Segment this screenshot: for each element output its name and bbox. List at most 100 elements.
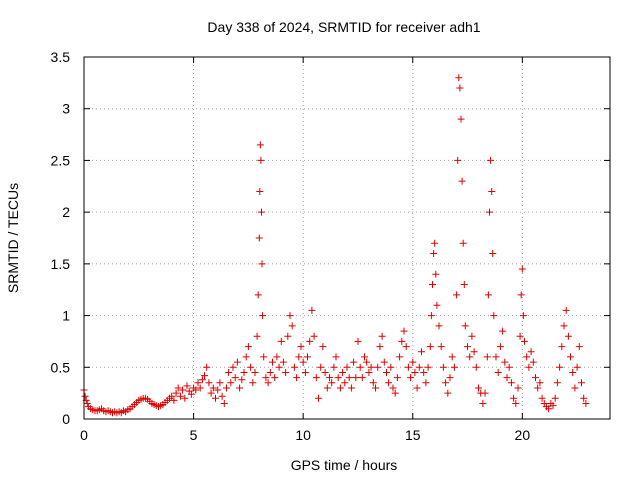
- data-point: [227, 379, 235, 387]
- data-point: [457, 115, 465, 123]
- data-point: [328, 379, 336, 387]
- data-point: [312, 374, 320, 382]
- x-tick-label: 5: [190, 427, 198, 443]
- data-point: [551, 394, 559, 402]
- data-point: [567, 353, 574, 361]
- data-point: [455, 74, 463, 82]
- y-axis-label: SRMTID / TECUs: [5, 183, 21, 293]
- data-point: [282, 369, 290, 376]
- data-point: [549, 402, 557, 410]
- x-axis-label: GPS time / hours: [291, 457, 398, 473]
- data-point: [407, 374, 415, 382]
- data-points: [80, 74, 590, 417]
- data-point: [304, 353, 311, 361]
- data-point: [192, 386, 200, 394]
- data-point: [409, 358, 417, 366]
- data-point: [345, 374, 353, 382]
- data-point: [277, 337, 285, 345]
- data-point: [214, 386, 222, 394]
- data-point: [487, 156, 495, 164]
- data-point: [183, 382, 191, 390]
- data-point: [578, 379, 585, 387]
- data-point: [354, 337, 362, 345]
- data-point: [512, 400, 520, 407]
- data-point: [251, 369, 259, 376]
- data-point: [358, 374, 366, 382]
- data-point: [534, 384, 542, 392]
- x-tick-label: 20: [515, 427, 531, 443]
- data-point: [430, 250, 438, 257]
- data-point: [341, 379, 349, 387]
- data-point: [258, 208, 265, 216]
- data-point: [580, 394, 588, 402]
- data-point: [181, 394, 189, 402]
- data-point: [168, 392, 176, 400]
- data-point: [427, 312, 435, 320]
- data-point: [571, 384, 579, 392]
- data-point: [479, 400, 487, 407]
- data-point: [466, 353, 474, 361]
- data-point: [194, 379, 202, 387]
- data-point: [223, 384, 230, 392]
- y-tick-label: 1: [62, 308, 70, 324]
- data-point: [378, 332, 386, 340]
- data-point: [330, 363, 338, 371]
- data-point: [297, 343, 305, 351]
- data-point: [517, 291, 525, 299]
- data-point: [343, 363, 351, 371]
- data-point: [273, 353, 281, 361]
- data-point: [229, 363, 237, 371]
- data-point: [483, 353, 491, 361]
- data-point: [260, 353, 268, 361]
- data-point: [391, 389, 399, 397]
- data-point: [437, 343, 445, 351]
- data-point: [279, 358, 287, 366]
- data-point: [376, 343, 384, 351]
- data-point: [418, 348, 425, 356]
- plot-frame: [83, 56, 611, 420]
- data-point: [562, 306, 570, 314]
- x-tick-label: 10: [295, 427, 311, 443]
- data-point: [301, 369, 309, 376]
- data-point: [492, 353, 500, 361]
- data-point: [361, 353, 368, 361]
- data-point: [514, 384, 522, 392]
- data-point: [431, 239, 439, 247]
- data-point: [429, 281, 436, 288]
- data-point: [420, 369, 428, 376]
- data-point: [510, 394, 518, 402]
- data-point: [470, 348, 478, 356]
- data-point: [238, 376, 246, 384]
- data-point: [81, 392, 89, 400]
- data-point: [323, 384, 331, 392]
- data-point: [501, 358, 509, 366]
- data-point: [426, 343, 434, 351]
- data-point: [442, 379, 450, 387]
- data-point: [286, 312, 294, 320]
- data-point: [256, 141, 264, 149]
- x-tick-labels: 0 5 10 15 20: [80, 427, 530, 443]
- data-point: [527, 348, 535, 356]
- data-point: [532, 374, 539, 382]
- y-tick-label: 2: [62, 204, 70, 220]
- data-point: [247, 363, 255, 371]
- data-point: [179, 386, 187, 394]
- data-point: [321, 369, 329, 376]
- data-point: [460, 281, 468, 288]
- data-point: [383, 369, 390, 376]
- data-point: [472, 363, 480, 371]
- data-point: [507, 379, 515, 387]
- data-point: [257, 156, 265, 164]
- data-point: [499, 327, 507, 335]
- data-point: [486, 208, 493, 216]
- data-point: [396, 353, 404, 361]
- data-point: [336, 384, 344, 392]
- data-point: [516, 332, 524, 340]
- data-point: [256, 188, 264, 195]
- data-point: [461, 322, 469, 330]
- data-point: [258, 260, 266, 268]
- data-point: [372, 384, 379, 392]
- data-point: [172, 389, 180, 397]
- data-point: [454, 156, 462, 164]
- data-point: [582, 400, 590, 407]
